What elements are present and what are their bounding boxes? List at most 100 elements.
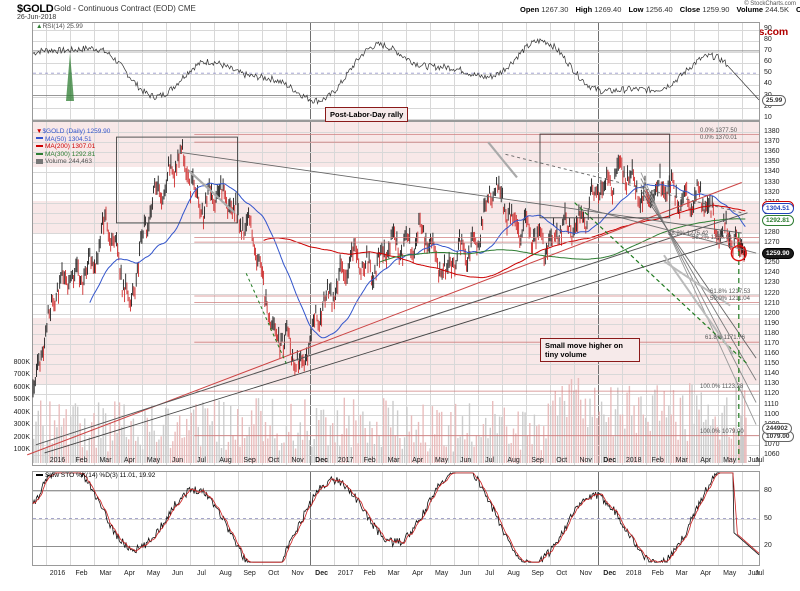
- gridline-horizontal: [33, 162, 759, 164]
- gridline-horizontal: [33, 490, 759, 492]
- sto-y-tick: 50: [764, 514, 772, 522]
- price-marker-icon: ▼: [36, 128, 43, 135]
- x-tick-Feb: Feb: [363, 457, 376, 464]
- gridline-vertical: [309, 23, 311, 120]
- volume-label: Volume: [736, 5, 764, 14]
- chart-date: 26-Jun-2018: [17, 14, 57, 21]
- ma300-line: [379, 218, 746, 263]
- x-tick-bottom-2017: 2017: [337, 570, 354, 577]
- volume-y-tick: 700K: [13, 371, 30, 379]
- gridline-vertical: [261, 23, 263, 120]
- fan-line-2: [640, 184, 757, 381]
- x-tick-Aug: Aug: [507, 457, 520, 464]
- x-tick-bottom-Jun: Jun: [459, 570, 472, 577]
- x-tick-Mar: Mar: [387, 457, 400, 464]
- ma200-label: MA(200) 1307.01: [45, 143, 96, 151]
- open-value: 1267.30: [541, 5, 569, 14]
- fib-label: 50.0% 1211.04: [710, 295, 750, 302]
- gridline-vertical: [741, 23, 743, 120]
- high-label: High: [575, 5, 593, 14]
- gridline-horizontal: [33, 414, 759, 416]
- gridline-vertical: [573, 23, 575, 120]
- consolidation-box-1: [116, 136, 238, 224]
- gridline-horizontal: [33, 51, 759, 53]
- x-tick-bottom-Mar: Mar: [99, 570, 112, 577]
- gridline-horizontal: [33, 283, 759, 285]
- x-tick-2018: 2018: [625, 457, 642, 464]
- gridline-vertical: [333, 23, 335, 120]
- price-badge-1304.51: 1304.51: [762, 203, 794, 215]
- rsi-current-badge: 25.99: [762, 94, 787, 106]
- price-y-tick: 1140: [764, 370, 780, 378]
- x-tick-Nov: Nov: [291, 457, 304, 464]
- gridline-vertical: [165, 23, 167, 120]
- open-label: Open: [520, 5, 540, 14]
- x-tick-bottom-Apr: Apr: [700, 570, 712, 577]
- gridline-horizontal: [33, 293, 759, 295]
- price-y-tick: 1320: [764, 188, 780, 196]
- x-tick-Dec: Dec: [603, 457, 617, 464]
- x-tick-Feb: Feb: [651, 457, 664, 464]
- last-price-highlight-circle: [730, 245, 747, 262]
- x-tick-bottom-May: May: [434, 570, 449, 577]
- ma200-line: [263, 204, 746, 279]
- gridline-vertical: [213, 23, 215, 120]
- rsi-y-tick: 60: [764, 58, 772, 65]
- gridline-vertical: [549, 23, 551, 120]
- gridline-horizontal: [33, 212, 759, 214]
- x-tick-bottom-May: May: [146, 570, 161, 577]
- x-tick-bottom-Feb: Feb: [651, 570, 664, 577]
- high-value: 1269.40: [594, 5, 622, 14]
- x-tick-May: May: [434, 457, 449, 464]
- gridline-vertical: [477, 23, 479, 120]
- x-tick-Jun: Jun: [459, 457, 472, 464]
- x-tick-Jul: Jul: [485, 457, 495, 464]
- gridline-vertical: [285, 23, 287, 120]
- price-y-tick: 1370: [764, 138, 780, 146]
- gridline-vertical: [645, 23, 647, 120]
- x-tick-bottom-Nov: Nov: [291, 570, 304, 577]
- x-tick-Sep: Sep: [531, 457, 544, 464]
- price-y-tick: 1220: [764, 289, 780, 297]
- price-panel: [27, 121, 760, 466]
- volume-y-tick: 500K: [13, 396, 30, 404]
- x-tick-bottom-Apr: Apr: [412, 570, 424, 577]
- rsi-y-tick: 80: [764, 35, 772, 43]
- fib-label: 61.8% 1171.76: [705, 335, 745, 342]
- gridline-horizontal: [33, 364, 759, 366]
- gridline-vertical: [717, 23, 719, 120]
- volume-y-tick: 400K: [13, 408, 30, 416]
- gridline-vertical: [237, 23, 239, 120]
- price-y-tick: 1180: [764, 329, 780, 337]
- price-y-tick: 1170: [764, 339, 780, 347]
- fan-line-flat: [583, 207, 757, 254]
- x-tick-May: May: [146, 457, 161, 464]
- price-y-tick: 1190: [764, 319, 780, 327]
- price-y-tick: 1060: [764, 450, 780, 458]
- gridline-vertical: [453, 23, 455, 120]
- fib-label: 38.2% 1270.91: [692, 235, 733, 242]
- price-y-tick: 1120: [764, 390, 780, 398]
- x-tick-bottom-Mar: Mar: [675, 570, 688, 577]
- x-tick-bottom-Nov: Nov: [579, 570, 592, 577]
- price-y-tick: 1210: [764, 299, 780, 307]
- gridline-horizontal: [33, 343, 759, 345]
- gridline-horizontal: [33, 29, 759, 31]
- gridline-horizontal: [33, 74, 759, 76]
- gridline-horizontal: [33, 63, 759, 64]
- rising-support-gray: [35, 212, 748, 446]
- gridline-horizontal: [33, 374, 759, 376]
- x-tick-bottom-Dec: Dec: [315, 570, 329, 577]
- close-value: 1259.90: [702, 5, 730, 14]
- price-legend: ▼$GOLD (Daily) 1259.90 MA(50) 1304.51 MA…: [36, 128, 110, 166]
- sto-y-tick: 20: [764, 542, 772, 550]
- fan-line-0: [640, 172, 757, 425]
- gridline-horizontal: [33, 424, 759, 426]
- price-y-tick: 1360: [764, 148, 780, 156]
- volume-y-tick: 100K: [13, 446, 30, 454]
- x-tick-bottom-Jul: Jul: [755, 570, 764, 577]
- x-tick-bottom-Oct: Oct: [556, 570, 568, 577]
- price-y-tick: 1230: [764, 279, 780, 287]
- volume-value: 244.5K: [765, 5, 789, 14]
